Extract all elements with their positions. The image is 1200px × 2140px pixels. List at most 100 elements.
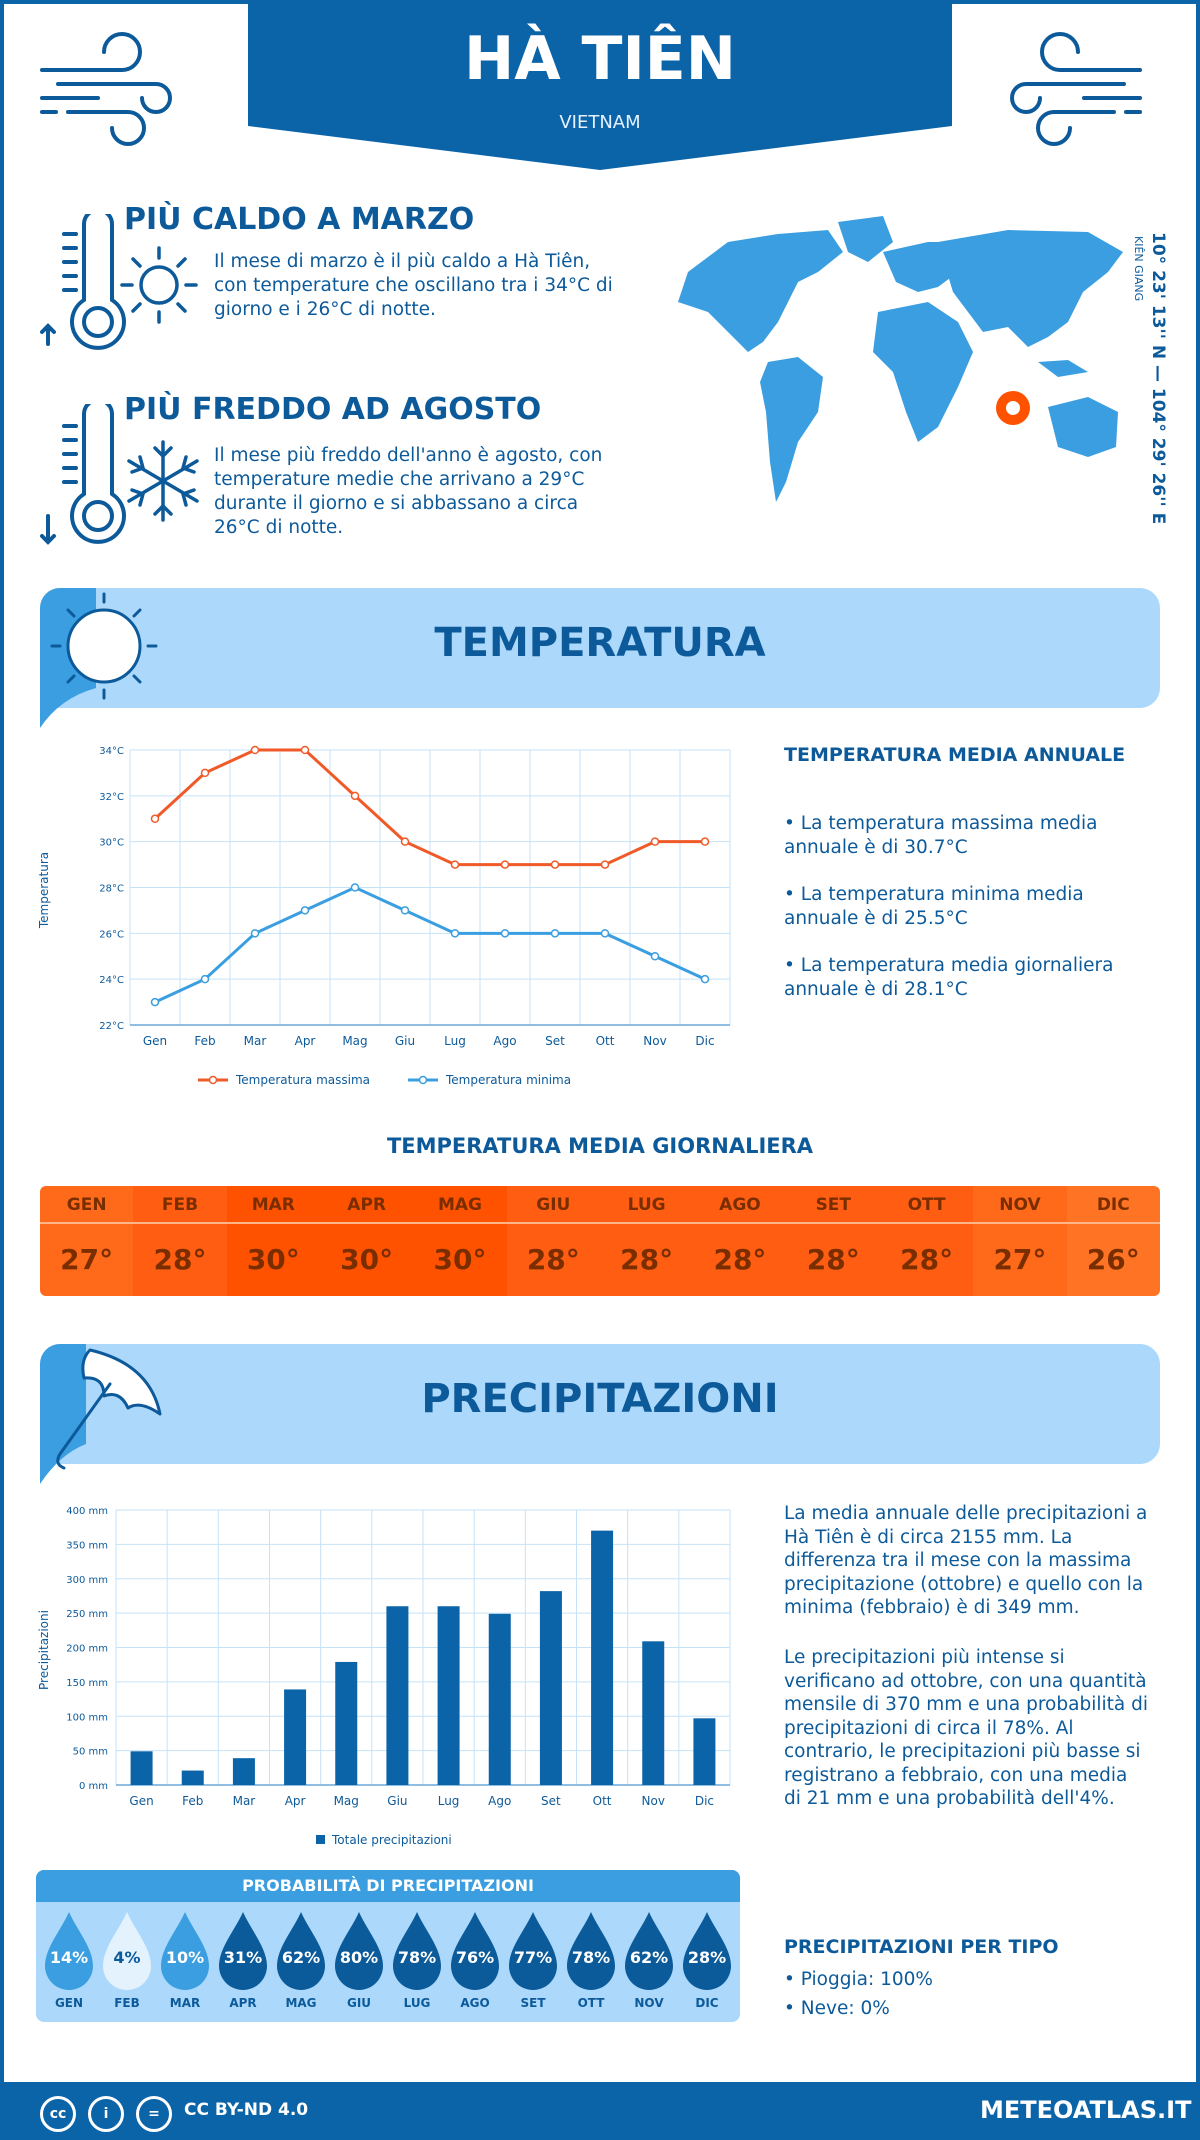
raindrop-icon: [45, 1912, 93, 1990]
x-tick-label: Nov: [642, 1794, 665, 1808]
probability-month: GEN: [54, 1996, 84, 2010]
raindrop-icon: [277, 1912, 325, 1990]
daily-temp-cell: NOV 27°: [973, 1186, 1067, 1296]
data-point: [350, 883, 360, 892]
daily-month-label: GEN: [40, 1186, 134, 1224]
legend-label: Totale precipitazioni: [331, 1833, 452, 1847]
wind-icon: [40, 32, 172, 146]
y-tick-label: 24°C: [99, 975, 124, 986]
site-link[interactable]: METEOATLAS.IT: [980, 2096, 1192, 2124]
data-point: [300, 745, 310, 755]
data-point: [200, 974, 210, 984]
chart-grid: [115, 1509, 731, 1786]
y-axis-ticks: 22°C 24°C 26°C 28°C 30°C 32°C 34°C: [99, 746, 124, 1032]
data-point: [550, 929, 560, 938]
license-label: CC BY-ND 4.0: [184, 2100, 309, 2120]
probability-month: AGO: [460, 1996, 490, 2010]
probability-drop: 80% GIU: [331, 1908, 387, 2010]
y-tick-label: 0 mm: [79, 1781, 108, 1792]
x-tick-label: Mar: [233, 1794, 256, 1808]
daily-month-label: FEB: [133, 1186, 227, 1224]
coldest-title: PIÙ FREDDO AD AGOSTO: [124, 392, 542, 427]
temperature-chart: 22°C 24°C 26°C 28°C 30°C 32°C 34°C Gen Feb Mar Ap…: [37, 745, 731, 1087]
daily-month-label: DIC: [1066, 1186, 1160, 1224]
legend-label: Temperatura minima: [445, 1073, 571, 1087]
probability-month: GIU: [346, 1996, 372, 2010]
raindrop-icon: [451, 1912, 499, 1990]
daily-month-label: LUG: [599, 1186, 694, 1224]
x-tick-label: Ott: [593, 1794, 612, 1808]
precip-type-title: PRECIPITAZIONI PER TIPO: [784, 1936, 1059, 1958]
bar: [488, 1613, 511, 1785]
legend-marker: [208, 1075, 218, 1085]
probability-drop: 78% LUG: [389, 1908, 445, 2010]
annual-min-text: • La temperatura minima media annuale è …: [784, 884, 1084, 929]
raindrop-shape: [451, 1912, 499, 1990]
daily-temp-value: 28°: [806, 1243, 860, 1276]
bar: [335, 1661, 358, 1785]
raindrop-icon: [567, 1912, 615, 1990]
data-point: [350, 791, 360, 801]
probability-value: 31%: [223, 1948, 263, 1967]
wind-icon: [1010, 32, 1142, 146]
bar: [591, 1530, 614, 1785]
y-axis-label: Precipitazioni: [37, 1610, 51, 1690]
series-line: [153, 748, 705, 867]
probability-drop: 31% APR: [215, 1908, 271, 2010]
daily-temp-value: 30°: [433, 1243, 487, 1276]
x-tick-label: Set: [541, 1794, 561, 1808]
probability-drops: 14% GEN 4% FEB 10% MAR 31% APR 62% MAG 80% GIU 78% LU…: [36, 1902, 740, 2010]
daily-temp-cell: AGO 28°: [693, 1186, 787, 1296]
probability-value: 10%: [165, 1948, 205, 1967]
data-point: [500, 929, 510, 938]
probability-value: 78%: [571, 1948, 611, 1967]
x-tick-label: Nov: [643, 1034, 666, 1048]
raindrop-shape: [103, 1912, 151, 1990]
raindrop-icon: [103, 1912, 151, 1990]
daily-temp-cell: SET 28°: [786, 1186, 880, 1296]
probability-value: 76%: [455, 1948, 495, 1967]
y-tick-label: 400 mm: [66, 1506, 108, 1517]
raindrop-icon: [393, 1912, 441, 1990]
series-line: [154, 885, 706, 1004]
probability-month: LUG: [403, 1996, 431, 2010]
data-point: [400, 837, 410, 846]
series-bars: [130, 1530, 716, 1785]
probability-drop: 62% MAG: [273, 1908, 329, 2010]
probability-value: 78%: [397, 1948, 437, 1967]
temperature-band: [40, 588, 1160, 708]
y-tick-label: 26°C: [99, 929, 124, 940]
probability-value: 14%: [49, 1948, 89, 1967]
y-tick-label: 50 mm: [73, 1747, 108, 1758]
x-tick-label: Apr: [285, 1794, 306, 1808]
x-tick-label: Feb: [194, 1034, 215, 1048]
daily-temp-value: 27°: [60, 1243, 114, 1276]
y-tick-label: 100 mm: [66, 1712, 108, 1723]
x-tick-label: Gen: [143, 1034, 167, 1048]
daily-temp-value: 28°: [713, 1243, 767, 1276]
daily-temp-cell: MAG 30°: [413, 1186, 507, 1296]
bar: [437, 1606, 460, 1785]
raindrop-icon: [625, 1912, 673, 1990]
thermometer-hot-icon: [40, 214, 126, 350]
series-lines: [150, 745, 710, 1007]
daily-month-label: NOV: [973, 1186, 1067, 1224]
raindrop-shape: [219, 1912, 267, 1990]
umbrella-icon: [40, 1344, 162, 1484]
probability-month: FEB: [114, 1996, 140, 2010]
no-derivatives-icon: =: [136, 2096, 172, 2132]
probability-value: 4%: [113, 1948, 141, 1967]
daily-temp-cell: APR 30°: [319, 1186, 414, 1296]
probability-title: PROBABILITÀ DI PRECIPITAZIONI: [36, 1870, 740, 1902]
daily-temp-cell: MAR 30°: [226, 1186, 320, 1296]
bar: [232, 1758, 255, 1785]
thermometer-cold-icon: [40, 404, 126, 545]
raindrop-icon: [509, 1912, 557, 1990]
x-tick-label: Giu: [395, 1034, 415, 1048]
coldest-text: Il mese più freddo dell'anno è agosto, c…: [214, 445, 603, 538]
x-tick-label: Lug: [444, 1034, 466, 1048]
chart-grid: [129, 749, 731, 1026]
snow-share: • Neve: 0%: [784, 1998, 890, 2019]
sun-icon: [120, 246, 198, 324]
probability-value: 62%: [629, 1948, 669, 1967]
